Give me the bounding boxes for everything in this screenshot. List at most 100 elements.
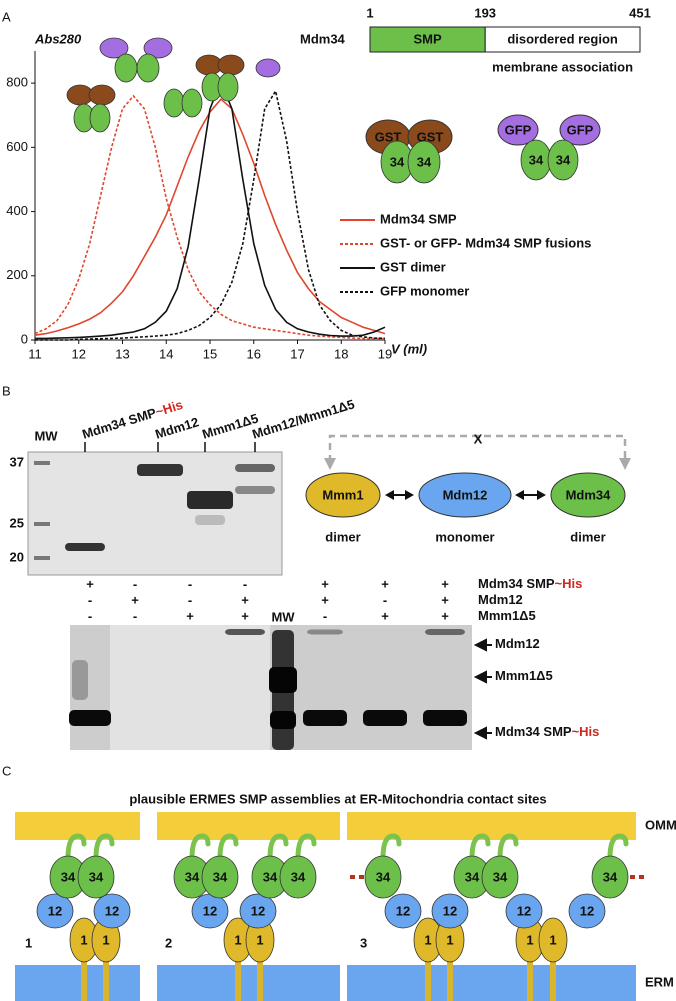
x-tick-label: 19 <box>378 346 392 361</box>
subunit <box>36 893 74 929</box>
subunit-label: 12 <box>105 903 119 918</box>
subunit-label: 34 <box>465 869 480 884</box>
subunit-label: 1 <box>549 932 556 947</box>
arrow-head <box>515 490 546 500</box>
label-name: Mmm1Δ5 <box>495 668 553 683</box>
subunit <box>93 893 131 929</box>
x-axis-label: V (ml) <box>391 341 427 356</box>
panel-title: plausible ERMES SMP assemblies at ER-Mit… <box>129 791 546 806</box>
label-name: Mmm1Δ5 <box>478 608 536 623</box>
tm-anchor <box>425 960 431 1001</box>
model-number: 2 <box>165 935 172 950</box>
residue-label: 451 <box>629 5 651 20</box>
model-number: 1 <box>25 935 32 950</box>
subunit-label: 34 <box>529 152 544 167</box>
subunit <box>239 893 277 929</box>
protein-node <box>550 472 626 518</box>
membrane-hook <box>607 833 629 861</box>
subunit-label: 1 <box>102 932 109 947</box>
protein-node <box>305 472 381 518</box>
row-label: Mdm12 <box>478 592 523 607</box>
subunit-label: 12 <box>580 903 594 918</box>
y-tick-label: 400 <box>6 203 28 218</box>
gel-band <box>363 710 407 726</box>
blocked-mark: X <box>474 431 483 446</box>
membrane-hook <box>380 833 402 861</box>
panel-label: B <box>2 383 11 398</box>
subunit <box>505 893 543 929</box>
legend-label: GST- or GFP- Mdm34 SMP fusions <box>380 235 591 250</box>
node-label: Mdm12 <box>443 487 488 502</box>
subunit-label: 1 <box>80 932 87 947</box>
subunit <box>364 855 402 899</box>
tm-anchor <box>235 960 241 1001</box>
sign: + <box>321 592 329 607</box>
subunit-label: 12 <box>396 903 410 918</box>
sign: - <box>88 608 92 623</box>
membrane-hook <box>267 833 289 861</box>
subunit <box>201 855 239 899</box>
sign: + <box>241 592 249 607</box>
mw-marker: 37 <box>10 454 24 469</box>
gel-band <box>303 710 347 726</box>
sign: - <box>188 576 192 591</box>
subunit <box>217 54 245 76</box>
subunit-label: 12 <box>517 903 531 918</box>
node-label: Mmm1 <box>322 487 363 502</box>
membrane-hook <box>295 833 317 861</box>
erm-membrane <box>347 965 636 1001</box>
sign: - <box>383 592 387 607</box>
subunit <box>89 103 111 133</box>
mw-label: MW <box>34 428 58 443</box>
subunit-label: 34 <box>61 869 76 884</box>
gfp-tag <box>559 114 601 146</box>
tag-label: GST <box>375 129 402 144</box>
label-name: Mdm34 SMP <box>478 576 555 591</box>
subunit-label: 34 <box>390 154 405 169</box>
disordered-domain <box>484 26 641 53</box>
band-label: Mdm12 <box>495 636 540 651</box>
sign: + <box>131 592 139 607</box>
gel-band <box>235 486 275 494</box>
subunit <box>407 140 441 184</box>
sign: + <box>441 592 449 607</box>
membrane-hook <box>217 833 239 861</box>
x-tick-label: 14 <box>159 346 173 361</box>
subunit-label: 1 <box>424 932 431 947</box>
membrane-hook <box>93 833 115 861</box>
subunit <box>481 855 519 899</box>
legend-label: Mdm34 SMP <box>380 211 457 226</box>
sign: + <box>186 608 194 623</box>
gel-band <box>34 556 50 560</box>
sign: + <box>441 576 449 591</box>
x-tick-label: 11 <box>28 346 42 361</box>
y-tick-label: 200 <box>6 267 28 282</box>
panel-label: C <box>2 763 11 778</box>
x-tick-label: 16 <box>247 346 261 361</box>
subunit <box>538 917 568 963</box>
legend-label: GST dimer <box>380 259 446 274</box>
label-tag: ~His <box>555 576 583 591</box>
subunit-label: 1 <box>234 932 241 947</box>
no-interaction <box>328 434 627 462</box>
erm-membrane <box>157 965 340 1001</box>
subunit-label: 1 <box>256 932 263 947</box>
subunit-label: 34 <box>417 154 432 169</box>
band-label: Mdm34 SMP~His <box>495 724 599 739</box>
mw-marker: 20 <box>10 549 24 564</box>
sign: + <box>321 576 329 591</box>
legend-label: GFP monomer <box>380 283 469 298</box>
protein-node <box>418 472 512 518</box>
subunit <box>591 855 629 899</box>
gel-band <box>270 711 296 729</box>
x-tick-label: 17 <box>290 346 304 361</box>
mw-label: MW <box>271 609 295 624</box>
membrane-hook <box>497 833 519 861</box>
tm-anchor <box>257 960 263 1001</box>
sign: + <box>381 576 389 591</box>
gel-band <box>65 543 105 551</box>
gel-band <box>187 491 233 509</box>
erm-membrane <box>15 965 140 1001</box>
y-axis-label: Abs280 <box>34 31 82 46</box>
subunit <box>143 37 173 59</box>
